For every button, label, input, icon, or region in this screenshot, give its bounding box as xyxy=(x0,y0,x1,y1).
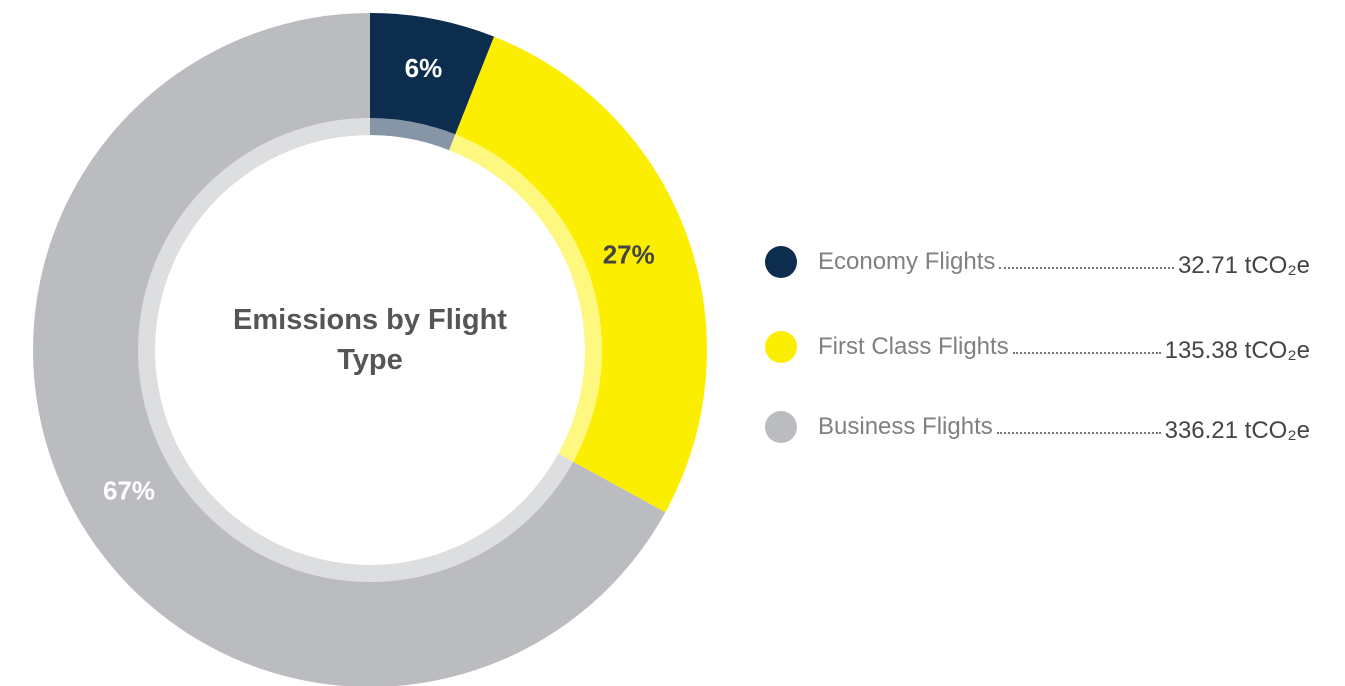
legend-label: Business Flights xyxy=(818,413,993,440)
legend-marker xyxy=(765,331,797,363)
leader-dots xyxy=(999,267,1174,269)
legend-value: 135.38 tCO₂e xyxy=(1164,337,1310,364)
slice-label: 6% xyxy=(405,53,443,83)
inner-band xyxy=(138,118,602,582)
legend-value: 32.71 tCO₂e xyxy=(1177,252,1310,279)
legend-label: First Class Flights xyxy=(818,333,1009,360)
legend-marker xyxy=(765,246,797,278)
legend-item: Business Flights 336.21 tCO₂e xyxy=(765,407,1310,447)
leader-dots xyxy=(1012,352,1161,354)
donut-slice xyxy=(370,13,495,151)
slice-label: 27% xyxy=(603,240,655,270)
chart-title: Emissions by Flight Type xyxy=(233,304,507,376)
legend-value: 336.21 tCO₂e xyxy=(1164,417,1310,444)
legend-marker xyxy=(765,411,797,443)
legend-item: First Class Flights 135.38 tCO₂e xyxy=(765,327,1310,367)
legend-label: Economy Flights xyxy=(818,248,996,275)
leader-dots xyxy=(996,432,1161,434)
legend-item: Economy Flights 32.71 tCO₂e xyxy=(765,242,1310,282)
slice-label: 67% xyxy=(103,475,155,505)
